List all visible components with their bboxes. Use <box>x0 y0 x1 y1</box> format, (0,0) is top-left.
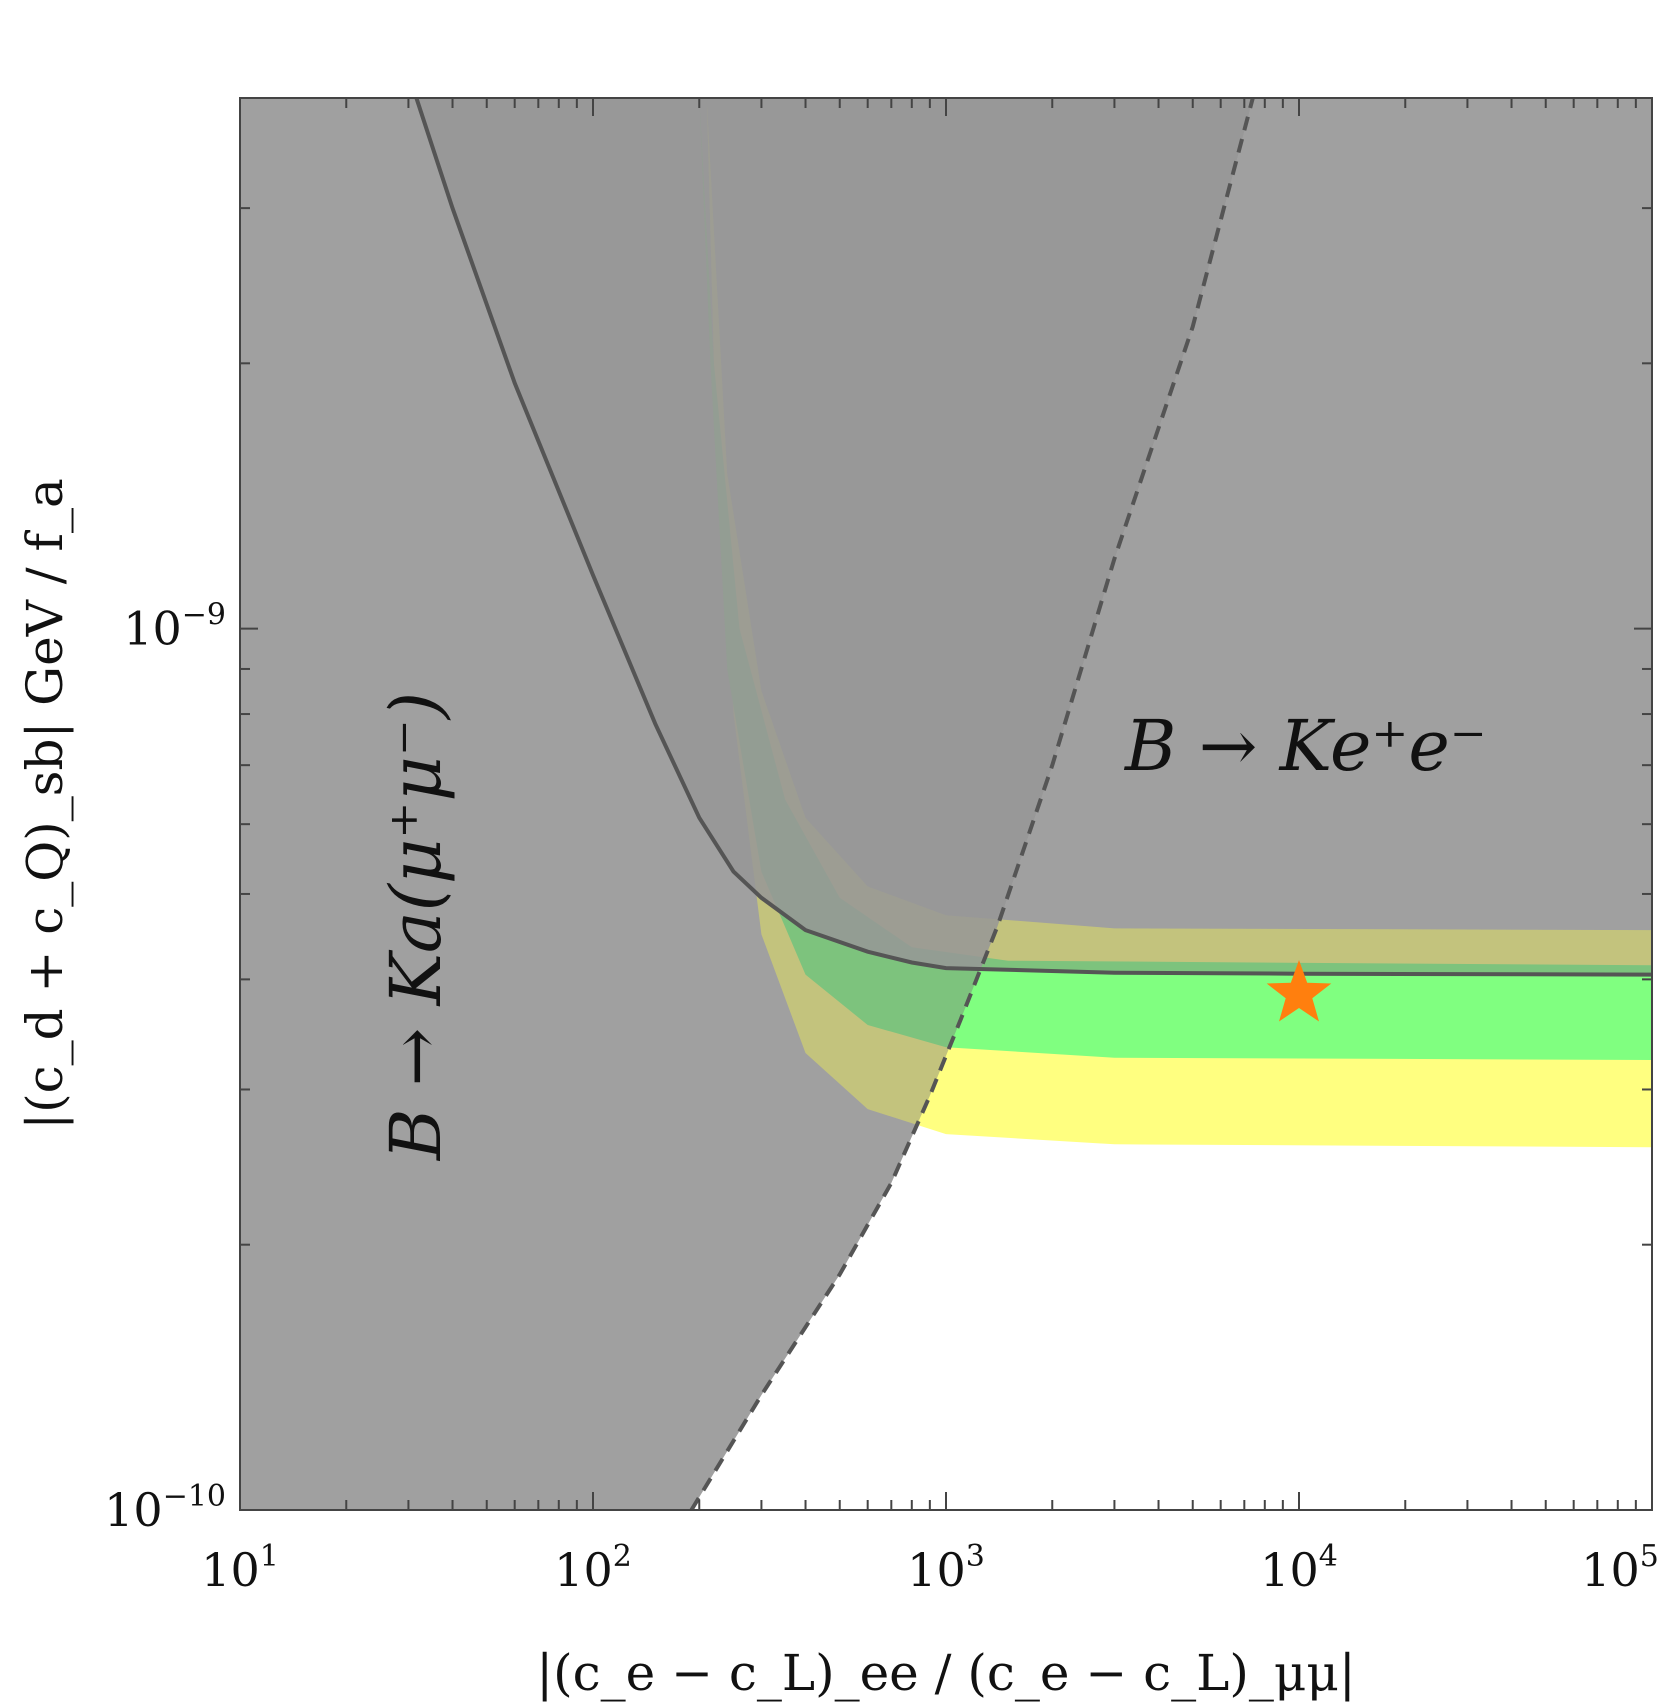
star-marker <box>1266 960 1332 1022</box>
kee-boundary-line <box>689 98 1255 1510</box>
x-tick-label: 105 <box>1581 1539 1659 1597</box>
annotation-kee: B → Ke⁺e⁻ <box>1123 705 1487 787</box>
y-axis-title: |(c_d + c_Q)_sb| GeV / f_a <box>16 478 74 1130</box>
annotation-kmumu: B → Ka(μ⁺μ⁻) <box>375 692 457 1162</box>
y-tick-label: 10−9 <box>123 598 226 656</box>
x-axis-title: |(c_e − c_L)_ee / (c_e − c_L)_μμ| <box>536 1644 1355 1702</box>
x-tick-label: 104 <box>1260 1539 1338 1597</box>
kmumu-boundary-line <box>414 98 1652 977</box>
y-tick-label: 10−10 <box>104 1479 226 1537</box>
x-tick-label: 101 <box>201 1539 279 1597</box>
x-tick-label: 102 <box>554 1539 632 1597</box>
x-tick-label: 103 <box>907 1539 985 1597</box>
